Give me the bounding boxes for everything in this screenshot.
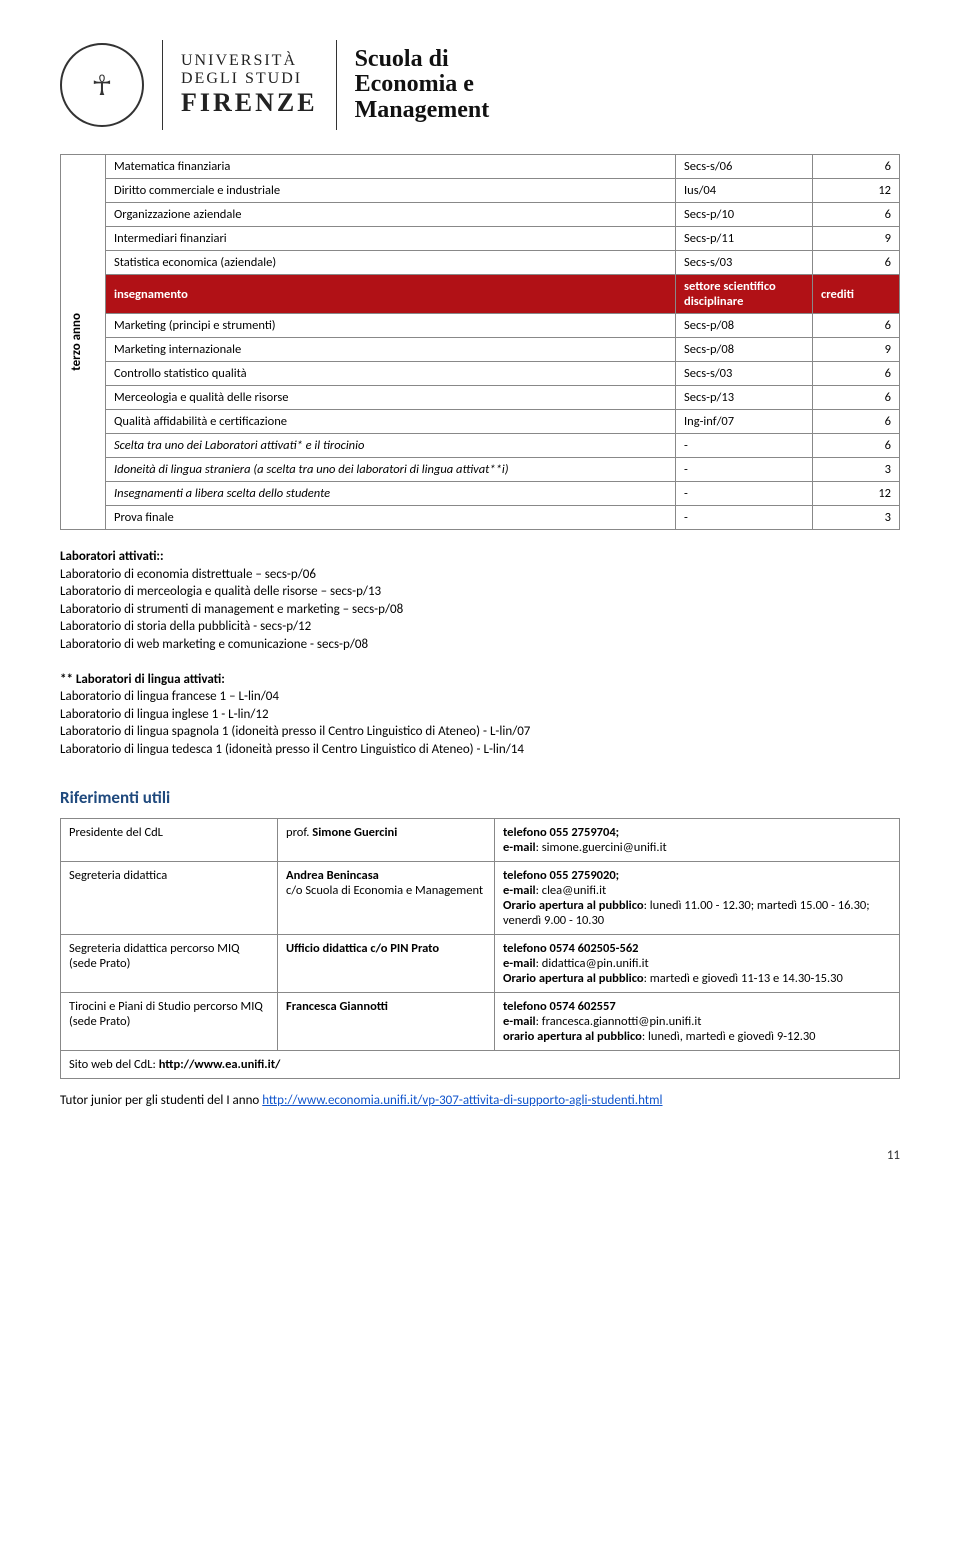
course-credits: 6 bbox=[813, 410, 900, 434]
labs-block: Laboratori attivati:: Laboratorio di eco… bbox=[60, 548, 900, 759]
course-credits: 12 bbox=[813, 179, 900, 203]
contact-person: prof. Simone Guercini bbox=[278, 818, 495, 861]
course-credits: 3 bbox=[813, 458, 900, 482]
page: ☥ UNIVERSITÀ DEGLI STUDI FIRENZE Scuola … bbox=[0, 0, 960, 1203]
labs-list-2: Laboratorio di lingua francese 1 – L-lin… bbox=[60, 688, 900, 758]
course-name: Scelta tra uno dei Laboratori attivati* … bbox=[106, 434, 676, 458]
course-header-col3: crediti bbox=[813, 275, 900, 314]
course-name: Statistica economica (aziendale) bbox=[106, 251, 676, 275]
course-credits: 6 bbox=[813, 155, 900, 179]
course-name: Prova finale bbox=[106, 506, 676, 530]
contact-role: Presidente del CdL bbox=[61, 818, 278, 861]
tutor-prefix: Tutor junior per gli studenti del I anno bbox=[60, 1093, 262, 1108]
school-line-1: Scuola di bbox=[355, 47, 490, 72]
lab-lang-item: Laboratorio di lingua francese 1 – L-lin… bbox=[60, 688, 900, 706]
course-credits: 6 bbox=[813, 386, 900, 410]
divider bbox=[162, 40, 163, 130]
lab-lang-item: Laboratorio di lingua tedesca 1 (idoneit… bbox=[60, 741, 900, 759]
course-sector: - bbox=[676, 506, 813, 530]
course-credits: 12 bbox=[813, 482, 900, 506]
tutor-link[interactable]: http://www.economia.unifi.it/vp-307-atti… bbox=[262, 1093, 662, 1108]
course-sector: - bbox=[676, 458, 813, 482]
page-number: 11 bbox=[60, 1148, 900, 1163]
course-sector: Secs-s/03 bbox=[676, 251, 813, 275]
course-sector: Secs-p/13 bbox=[676, 386, 813, 410]
course-credits: 6 bbox=[813, 251, 900, 275]
year-side-label: terzo anno bbox=[61, 155, 106, 530]
contact-table: Presidente del CdLprof. Simone Guercinit… bbox=[60, 818, 900, 1079]
contact-role: Segreteria didattica percorso MIQ (sede … bbox=[61, 934, 278, 992]
course-name: Intermediari finanziari bbox=[106, 227, 676, 251]
uni-line-3: FIRENZE bbox=[181, 88, 318, 118]
uni-line-1: UNIVERSITÀ bbox=[181, 52, 318, 70]
site-row: Sito web del CdL: http://www.ea.unifi.it… bbox=[61, 1050, 900, 1078]
contact-role: Segreteria didattica bbox=[61, 861, 278, 934]
course-sector: Secs-p/11 bbox=[676, 227, 813, 251]
contact-info: telefono 055 2759704;e-mail: simone.guer… bbox=[495, 818, 900, 861]
lab-item: Laboratorio di merceologia e qualità del… bbox=[60, 583, 900, 601]
lab-item: Laboratorio di storia della pubblicità -… bbox=[60, 618, 900, 636]
course-header-col1: insegnamento bbox=[106, 275, 676, 314]
course-name: Organizzazione aziendale bbox=[106, 203, 676, 227]
course-credits: 9 bbox=[813, 338, 900, 362]
contact-info: telefono 0574 602505-562e-mail: didattic… bbox=[495, 934, 900, 992]
header-logos: ☥ UNIVERSITÀ DEGLI STUDI FIRENZE Scuola … bbox=[60, 40, 900, 130]
university-seal-icon: ☥ bbox=[60, 43, 144, 127]
contact-role: Tirocini e Piani di Studio percorso MIQ … bbox=[61, 992, 278, 1050]
contact-info: telefono 055 2759020;e-mail: clea@unifi.… bbox=[495, 861, 900, 934]
course-name: Diritto commerciale e industriale bbox=[106, 179, 676, 203]
course-name: Marketing (principi e strumenti) bbox=[106, 314, 676, 338]
course-sector: Secs-p/08 bbox=[676, 314, 813, 338]
school-name: Scuola di Economia e Management bbox=[355, 47, 490, 123]
contact-person: Ufficio didattica c/o PIN Prato bbox=[278, 934, 495, 992]
university-name: UNIVERSITÀ DEGLI STUDI FIRENZE bbox=[181, 52, 318, 119]
course-name: Idoneità di lingua straniera (a scelta t… bbox=[106, 458, 676, 482]
school-line-2: Economia e bbox=[355, 72, 490, 97]
course-name: Matematica finanziaria bbox=[106, 155, 676, 179]
course-credits: 9 bbox=[813, 227, 900, 251]
contact-info: telefono 0574 602557e-mail: francesca.gi… bbox=[495, 992, 900, 1050]
divider bbox=[336, 40, 337, 130]
contact-person: Francesca Giannotti bbox=[278, 992, 495, 1050]
course-name: Marketing internazionale bbox=[106, 338, 676, 362]
course-credits: 6 bbox=[813, 203, 900, 227]
course-sector: - bbox=[676, 482, 813, 506]
labs-title-2: ** Laboratori di lingua attivati: bbox=[60, 672, 225, 687]
course-credits: 6 bbox=[813, 434, 900, 458]
lab-item: Laboratorio di web marketing e comunicaz… bbox=[60, 636, 900, 654]
course-header-col2: settore scientifico disciplinare bbox=[676, 275, 813, 314]
tutor-line: Tutor junior per gli studenti del I anno… bbox=[60, 1093, 900, 1108]
course-sector: Secs-p/10 bbox=[676, 203, 813, 227]
contact-person: Andrea Benincasac/o Scuola di Economia e… bbox=[278, 861, 495, 934]
course-credits: 6 bbox=[813, 362, 900, 386]
course-name: Qualità affidabilità e certificazione bbox=[106, 410, 676, 434]
course-name: Merceologia e qualità delle risorse bbox=[106, 386, 676, 410]
course-sector: Secs-s/03 bbox=[676, 362, 813, 386]
course-sector: Secs-s/06 bbox=[676, 155, 813, 179]
course-sector: Ing-inf/07 bbox=[676, 410, 813, 434]
course-name: Controllo statistico qualità bbox=[106, 362, 676, 386]
course-sector: Secs-p/08 bbox=[676, 338, 813, 362]
course-name: Insegnamenti a libera scelta dello stude… bbox=[106, 482, 676, 506]
lab-item: Laboratorio di economia distrettuale – s… bbox=[60, 566, 900, 584]
references-title: Riferimenti utili bbox=[60, 787, 900, 808]
lab-lang-item: Laboratorio di lingua inglese 1 - L-lin/… bbox=[60, 706, 900, 724]
course-credits: 3 bbox=[813, 506, 900, 530]
course-sector: Ius/04 bbox=[676, 179, 813, 203]
labs-list-1: Laboratorio di economia distrettuale – s… bbox=[60, 566, 900, 654]
lab-item: Laboratorio di strumenti di management e… bbox=[60, 601, 900, 619]
lab-lang-item: Laboratorio di lingua spagnola 1 (idonei… bbox=[60, 723, 900, 741]
labs-title-1: Laboratori attivati:: bbox=[60, 549, 164, 564]
course-sector: - bbox=[676, 434, 813, 458]
uni-line-2: DEGLI STUDI bbox=[181, 70, 318, 88]
course-table: terzo annoMatematica finanziariaSecs-s/0… bbox=[60, 154, 900, 530]
course-credits: 6 bbox=[813, 314, 900, 338]
school-line-3: Management bbox=[355, 98, 490, 123]
